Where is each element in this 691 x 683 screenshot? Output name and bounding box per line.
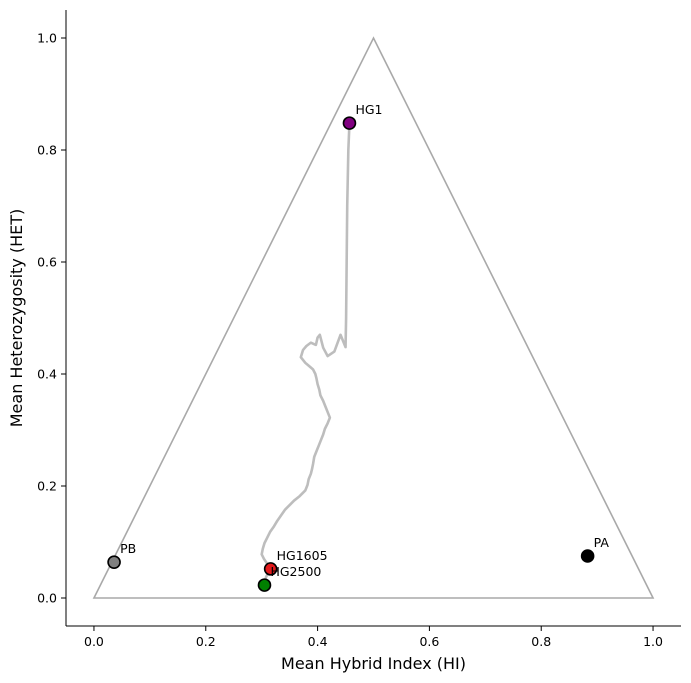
ticks: 0.0 0.2 0.4 0.6 0.8 1.0 0.0 0.2 0.4 0.6 0.8 1.0 xyxy=(37,31,663,650)
y-axis-label: Mean Heterozygosity (HET) xyxy=(7,209,26,428)
point-label-hg1: HG1 xyxy=(355,102,382,117)
point-hg1605 xyxy=(263,562,278,576)
y-tick-label: 1.0 xyxy=(37,31,57,46)
x-tick-label: 0.0 xyxy=(84,634,104,649)
x-tick-label: 0.2 xyxy=(196,634,216,649)
x-tick-label: 0.4 xyxy=(308,634,328,649)
point-label-hg2500: HG2500 xyxy=(270,564,321,579)
y-tick-label: 0.2 xyxy=(37,479,57,494)
trajectory-line xyxy=(260,121,351,587)
point-hg2500 xyxy=(257,578,272,592)
y-tick-label: 0.0 xyxy=(37,591,57,606)
axes xyxy=(65,10,681,627)
y-tick-label: 0.6 xyxy=(37,255,57,270)
point-pb xyxy=(107,555,121,569)
x-tick-label: 1.0 xyxy=(643,634,663,649)
point-label-hg1605: HG1605 xyxy=(277,548,328,563)
point-label-pa: PA xyxy=(594,535,610,550)
x-axis-label: Mean Hybrid Index (HI) xyxy=(281,654,466,673)
point-pa xyxy=(580,549,595,563)
x-tick-label: 0.6 xyxy=(419,634,439,649)
x-tick-label: 0.8 xyxy=(531,634,551,649)
y-tick-label: 0.4 xyxy=(37,367,57,382)
point-hg1 xyxy=(342,116,357,130)
triangle-boundary xyxy=(92,36,655,599)
y-tick-label: 0.8 xyxy=(37,143,57,158)
point-label-pb: PB xyxy=(120,541,136,556)
